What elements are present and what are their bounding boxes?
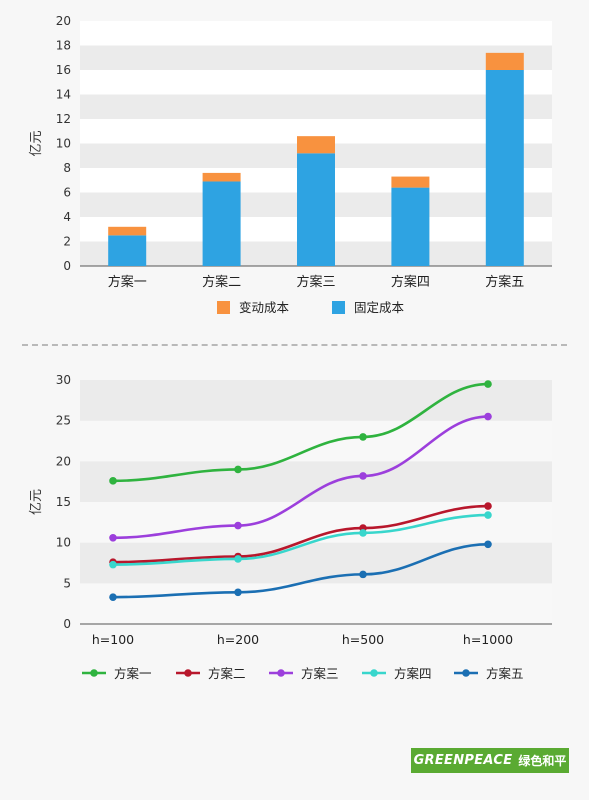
data-point bbox=[484, 380, 492, 388]
data-point bbox=[484, 540, 492, 549]
x-tick-label: h=1000 bbox=[463, 632, 513, 647]
legend-marker bbox=[370, 669, 378, 677]
x-tick-label: h=100 bbox=[92, 632, 134, 647]
y-tick-label: 5 bbox=[63, 576, 71, 590]
data-point bbox=[359, 570, 367, 579]
series-line bbox=[112, 504, 489, 564]
y-tick-label: 20 bbox=[56, 14, 71, 28]
y-tick-label: 2 bbox=[63, 235, 71, 249]
x-tick-label: 方案四 bbox=[391, 274, 430, 290]
logo-word: GREENPEACE bbox=[413, 753, 513, 768]
y-tick-label: 0 bbox=[63, 617, 71, 631]
bar-segment bbox=[391, 176, 430, 188]
data-point bbox=[109, 560, 117, 569]
x-tick-label: 方案三 bbox=[296, 274, 335, 290]
legend-label: 方案三 bbox=[301, 666, 339, 681]
series-line bbox=[112, 415, 489, 540]
x-tick-label: h=500 bbox=[342, 632, 384, 647]
data-point bbox=[484, 502, 492, 510]
legend-marker bbox=[90, 669, 98, 677]
y-tick-label: 25 bbox=[56, 414, 71, 428]
bar-segment bbox=[297, 136, 335, 154]
x-tick-label: 方案二 bbox=[202, 274, 241, 290]
x-tick-label: 方案一 bbox=[108, 274, 147, 290]
y-tick-label: 16 bbox=[56, 63, 71, 77]
legend-swatch bbox=[217, 301, 230, 314]
y-tick-label: 20 bbox=[56, 454, 71, 468]
grid-band bbox=[80, 45, 552, 70]
data-point bbox=[359, 433, 367, 441]
data-point bbox=[484, 412, 492, 421]
legend-label: 方案五 bbox=[486, 666, 524, 681]
x-tick-label: 方案五 bbox=[485, 274, 524, 290]
grid-band bbox=[80, 420, 552, 462]
legend-swatch bbox=[332, 301, 345, 314]
grid-band bbox=[80, 70, 552, 95]
greenpeace-logo: GREENPEACE 绿色和平 bbox=[411, 748, 569, 773]
series-line bbox=[112, 513, 489, 566]
bar-segment bbox=[297, 153, 335, 266]
y-tick-label: 8 bbox=[63, 161, 71, 175]
section-divider bbox=[22, 344, 567, 346]
legend-label: 方案一 bbox=[114, 666, 152, 681]
legend-label: 变动成本 bbox=[239, 300, 290, 315]
bar-segment bbox=[202, 181, 241, 266]
grid-band bbox=[80, 21, 552, 46]
data-point bbox=[234, 588, 242, 597]
bar-segment bbox=[485, 52, 524, 70]
y-tick-label: 14 bbox=[56, 88, 71, 102]
legend-label: 固定成本 bbox=[354, 300, 405, 315]
bar-segment bbox=[485, 70, 524, 266]
data-point bbox=[109, 477, 117, 485]
legend-marker bbox=[277, 669, 285, 677]
line-chart: 0 5 10 15 20 25 30 亿元 h=100 h=200 h=500 h=1000 方案一 方案… bbox=[29, 373, 552, 681]
bar-segment bbox=[202, 172, 241, 182]
legend-label: 方案四 bbox=[394, 666, 432, 681]
grid-band bbox=[80, 583, 552, 624]
grid-band bbox=[80, 461, 552, 502]
legend-marker bbox=[462, 669, 470, 677]
bar-segment bbox=[108, 235, 147, 266]
data-point bbox=[359, 472, 367, 480]
series-line bbox=[112, 382, 489, 483]
y-tick-label: 10 bbox=[56, 137, 71, 151]
data-point bbox=[484, 511, 492, 519]
y-tick-label: 0 bbox=[63, 259, 71, 273]
y-tick-label: 4 bbox=[63, 210, 71, 224]
y-axis-label: 亿元 bbox=[29, 130, 44, 156]
y-tick-label: 15 bbox=[56, 495, 71, 509]
data-point bbox=[109, 533, 117, 542]
data-point bbox=[109, 593, 117, 601]
x-tick-label: h=200 bbox=[217, 632, 259, 647]
series-line bbox=[112, 542, 489, 599]
bar-segment bbox=[391, 187, 430, 266]
legend-label: 方案二 bbox=[208, 666, 246, 681]
y-tick-label: 12 bbox=[56, 112, 71, 126]
data-point bbox=[234, 555, 242, 563]
y-tick-label: 18 bbox=[56, 39, 71, 53]
y-tick-label: 10 bbox=[56, 536, 71, 550]
data-point bbox=[359, 529, 367, 537]
logo-cn: 绿色和平 bbox=[518, 754, 567, 768]
grid-band bbox=[80, 94, 552, 119]
data-point bbox=[234, 521, 242, 530]
y-axis-label: 亿元 bbox=[29, 489, 44, 515]
y-tick-label: 6 bbox=[63, 186, 71, 200]
y-tick-label: 30 bbox=[56, 373, 71, 387]
data-point bbox=[234, 465, 242, 474]
bar-segment bbox=[108, 226, 147, 236]
grid-band bbox=[80, 380, 552, 421]
legend-marker bbox=[184, 669, 192, 677]
